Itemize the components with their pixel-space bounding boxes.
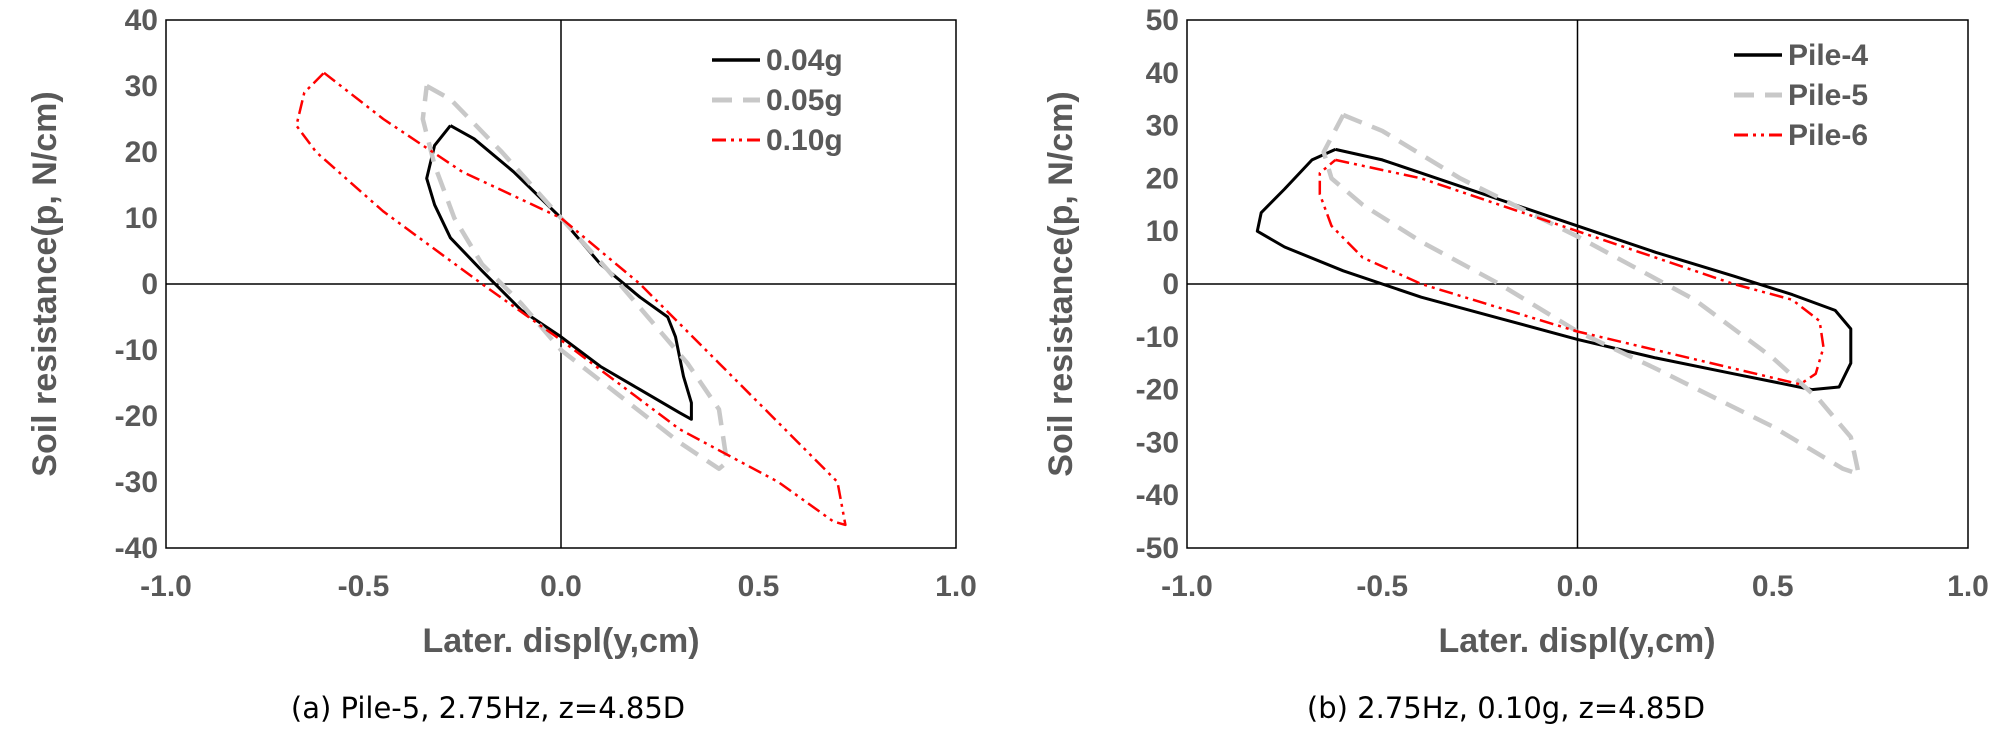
y-tick-label-b: 40	[1146, 57, 1179, 90]
y-tick-label-a: 40	[125, 4, 158, 37]
y-tick-label-a: -40	[115, 532, 158, 565]
y-tick-label-a: 20	[125, 136, 158, 169]
y-tick-label-b: 30	[1146, 110, 1179, 143]
y-tick-label-a: -30	[115, 466, 158, 499]
x-axis-title-b: Later. displ(y,cm)	[1438, 622, 1715, 660]
x-tick-label-b: 0.0	[1557, 570, 1599, 603]
y-tick-label-b: -20	[1136, 374, 1179, 407]
y-tick-label-b: -10	[1136, 321, 1179, 354]
y-tick-label-a: -10	[115, 334, 158, 367]
series-line-0-10g	[295, 71, 847, 527]
series-line-pile-5	[1321, 112, 1861, 477]
chart-b: 50 40 30 20 10 0 -10 -20 -30 -40 -50 -1.0 -0.5 0.0 0.…	[1042, 4, 1989, 725]
series-line-pile-6	[1318, 158, 1825, 386]
y-tick-label-b: -50	[1136, 532, 1179, 565]
x-tick-label-a: 0.5	[738, 570, 780, 603]
y-tick-label-b: 20	[1146, 162, 1179, 195]
series-line-0-05g	[420, 84, 730, 472]
y-tick-label-b: -40	[1136, 479, 1179, 512]
x-axis-title-a: Later. displ(y,cm)	[422, 622, 699, 660]
y-tick-label-a: 10	[125, 202, 158, 235]
legend-label-pile-6: Pile-6	[1788, 119, 1868, 152]
x-tick-label-a: -1.0	[140, 570, 192, 603]
y-tick-label-a: -20	[115, 400, 158, 433]
legend-label-0-04g: 0.04g	[766, 44, 843, 77]
x-tick-label-b: 1.0	[1947, 570, 1989, 603]
y-axis-title-a: Soil resistance(p, N/cm)	[26, 91, 64, 476]
y-tick-label-a: 30	[125, 70, 158, 103]
legend-label-pile-5: Pile-5	[1788, 79, 1868, 112]
caption-a: (a) Pile-5, 2.75Hz, z=4.85D	[291, 691, 685, 725]
caption-b: (b) 2.75Hz, 0.10g, z=4.85D	[1307, 691, 1705, 725]
y-axis-title-b: Soil resistance(p, N/cm)	[1042, 91, 1080, 476]
x-tick-label-b: -0.5	[1356, 570, 1408, 603]
series-line-pile-4	[1255, 147, 1853, 392]
x-tick-label-a: 0.0	[540, 570, 582, 603]
legend-label-0-05g: 0.05g	[766, 84, 843, 117]
y-tick-label-b: 50	[1146, 4, 1179, 37]
x-tick-label-a: 1.0	[935, 570, 977, 603]
y-tick-label-b: -30	[1136, 426, 1179, 459]
x-tick-label-b: 0.5	[1752, 570, 1794, 603]
y-tick-label-b: 10	[1146, 215, 1179, 248]
legend-label-0-10g: 0.10g	[766, 124, 843, 157]
y-tick-label-b: 0	[1162, 268, 1179, 301]
x-tick-label-b: -1.0	[1161, 570, 1213, 603]
legend-label-pile-4: Pile-4	[1788, 39, 1868, 72]
x-tick-label-a: -0.5	[338, 570, 390, 603]
y-tick-label-a: 0	[141, 268, 158, 301]
